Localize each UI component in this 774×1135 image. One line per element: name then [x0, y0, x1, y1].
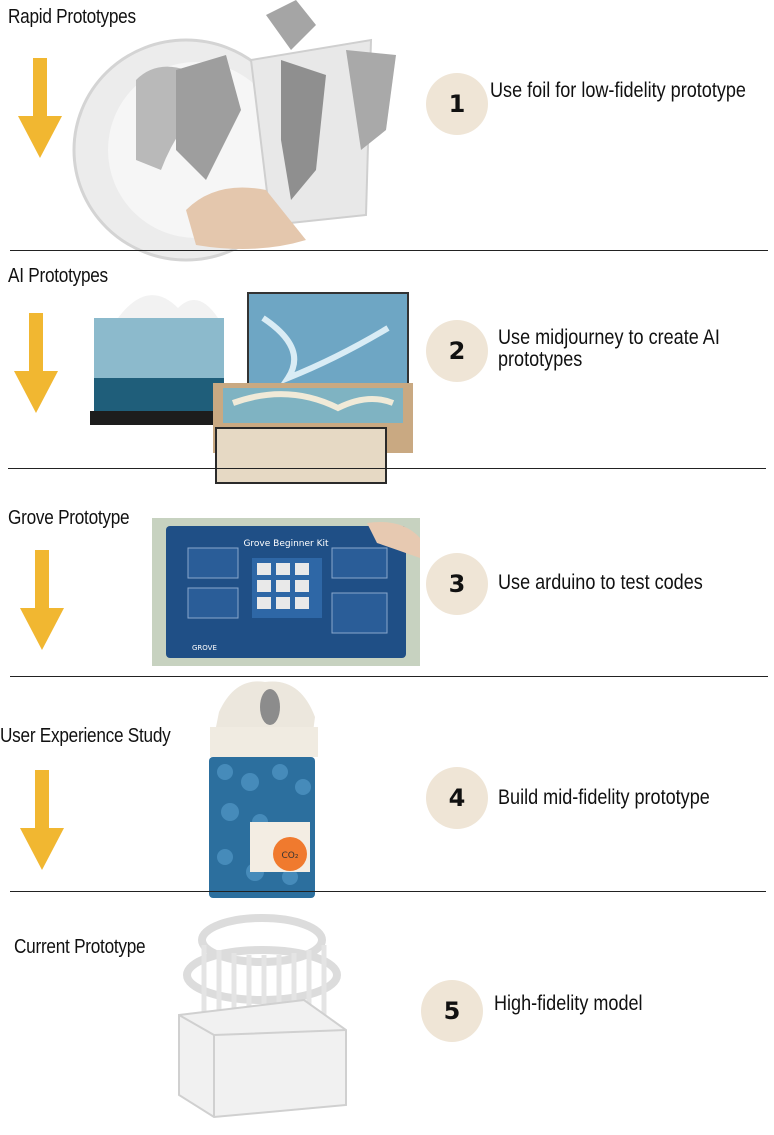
step-badge-1: 1	[426, 73, 488, 135]
stage-1-title: Rapid Prototypes	[8, 6, 136, 28]
stage-4-description: Build mid-fidelity prototype	[498, 786, 710, 809]
step-badge-2: 2	[426, 320, 488, 382]
stage-5-description: High-fidelity model	[494, 992, 643, 1015]
section-divider	[10, 250, 768, 251]
down-arrow-icon	[20, 770, 64, 870]
section-divider	[8, 468, 766, 469]
foil-cup-prototype-photo	[66, 0, 426, 262]
down-arrow-icon	[14, 313, 58, 413]
stage-2-description: Use midjourney to create AI prototypes	[498, 326, 720, 371]
down-arrow-icon	[18, 58, 62, 158]
section-divider	[10, 891, 766, 892]
stage-1-description: Use foil for low-fidelity prototype	[490, 79, 746, 102]
grove-brand-label: GROVE	[192, 644, 217, 652]
step-badge-5: 5	[421, 980, 483, 1042]
stage-2-title: AI Prototypes	[8, 265, 108, 287]
stage-5-title: Current Prototype	[14, 936, 146, 958]
iceberg-jar-prototype-photo: CO₂	[205, 672, 323, 898]
co2-knob-label: CO₂	[282, 851, 299, 861]
stage-3-description: Use arduino to test codes	[498, 571, 703, 594]
ai-generated-glacier-boxes-photo	[88, 278, 418, 493]
stage-4-title: User Experience Study	[0, 725, 171, 747]
down-arrow-icon	[20, 550, 64, 650]
section-divider	[10, 676, 768, 677]
step-badge-3: 3	[426, 553, 488, 615]
grove-beginner-kit-photo: Grove Beginner Kit GROVE	[152, 518, 420, 666]
step-badge-4: 4	[426, 767, 488, 829]
white-3d-printed-model-photo	[174, 905, 352, 1120]
grove-kit-title: Grove Beginner Kit	[243, 539, 329, 549]
stage-3-title: Grove Prototype	[8, 507, 130, 529]
